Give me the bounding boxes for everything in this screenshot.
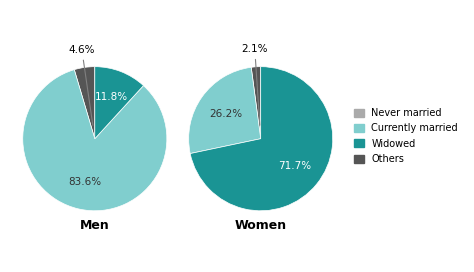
Text: 26.2%: 26.2% bbox=[209, 109, 242, 119]
Wedge shape bbox=[190, 67, 333, 211]
Text: 83.6%: 83.6% bbox=[68, 177, 101, 187]
Text: 11.8%: 11.8% bbox=[94, 92, 128, 102]
Wedge shape bbox=[251, 67, 261, 139]
Text: 2.1%: 2.1% bbox=[242, 44, 268, 125]
Text: 71.7%: 71.7% bbox=[278, 161, 311, 171]
Title: Women: Women bbox=[235, 220, 287, 233]
Title: Men: Men bbox=[80, 220, 109, 233]
Wedge shape bbox=[23, 70, 167, 211]
Wedge shape bbox=[74, 67, 95, 139]
Legend: Never married, Currently married, Widowed, Others: Never married, Currently married, Widowe… bbox=[351, 105, 461, 167]
Text: 4.6%: 4.6% bbox=[69, 45, 95, 125]
Wedge shape bbox=[95, 67, 144, 139]
Wedge shape bbox=[189, 67, 261, 154]
